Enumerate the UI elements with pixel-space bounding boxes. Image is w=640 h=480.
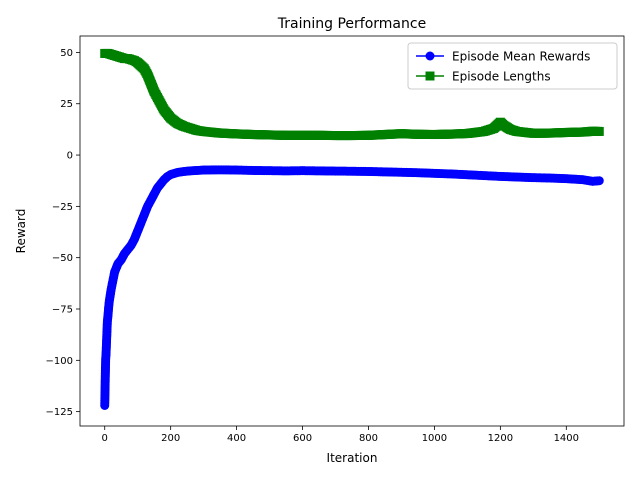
x-axis-ticks: 0 200 400 600 800 1000 1200 1400 bbox=[102, 426, 579, 444]
y-tick-label: −75 bbox=[52, 305, 73, 316]
x-tick-label: 0 bbox=[102, 433, 108, 444]
x-tick-label: 1200 bbox=[488, 433, 513, 444]
x-tick-label: 600 bbox=[293, 433, 312, 444]
y-tick-label: 25 bbox=[60, 99, 73, 110]
plot-frame bbox=[79, 35, 625, 427]
y-tick-label: −25 bbox=[52, 202, 73, 213]
y-tick-label: 50 bbox=[60, 48, 73, 59]
series-0 bbox=[100, 165, 604, 410]
legend: Episode Mean Rewards Episode Lengths bbox=[407, 42, 618, 90]
x-tick-label: 1000 bbox=[422, 433, 447, 444]
x-tick-label: 200 bbox=[161, 433, 180, 444]
data-point bbox=[594, 126, 604, 136]
x-axis-label: Iteration bbox=[327, 451, 378, 465]
x-tick-label: 400 bbox=[227, 433, 246, 444]
data-point bbox=[594, 176, 604, 186]
chart-title: Training Performance bbox=[277, 16, 426, 32]
legend-box bbox=[407, 42, 618, 90]
y-tick-label: −100 bbox=[46, 356, 73, 367]
series-markers bbox=[100, 165, 604, 410]
series-1 bbox=[100, 48, 604, 141]
y-tick-label: 0 bbox=[67, 151, 73, 162]
legend-marker bbox=[425, 51, 435, 61]
y-axis-label: Reward bbox=[14, 209, 28, 254]
legend-item: Episode Lengths bbox=[416, 70, 551, 84]
legend-marker bbox=[425, 71, 435, 81]
legend-item: Episode Mean Rewards bbox=[416, 50, 590, 64]
y-tick-label: −125 bbox=[46, 407, 73, 418]
data-layer bbox=[100, 48, 604, 410]
x-tick-label: 800 bbox=[359, 433, 378, 444]
legend-label: Episode Mean Rewards bbox=[452, 50, 590, 64]
x-tick-label: 1400 bbox=[554, 433, 579, 444]
y-axis-ticks: −125 −100 −75 −50 −25 0 25 50 bbox=[46, 48, 80, 418]
series-markers bbox=[100, 48, 604, 141]
legend-label: Episode Lengths bbox=[452, 70, 551, 84]
y-tick-label: −50 bbox=[52, 253, 73, 264]
